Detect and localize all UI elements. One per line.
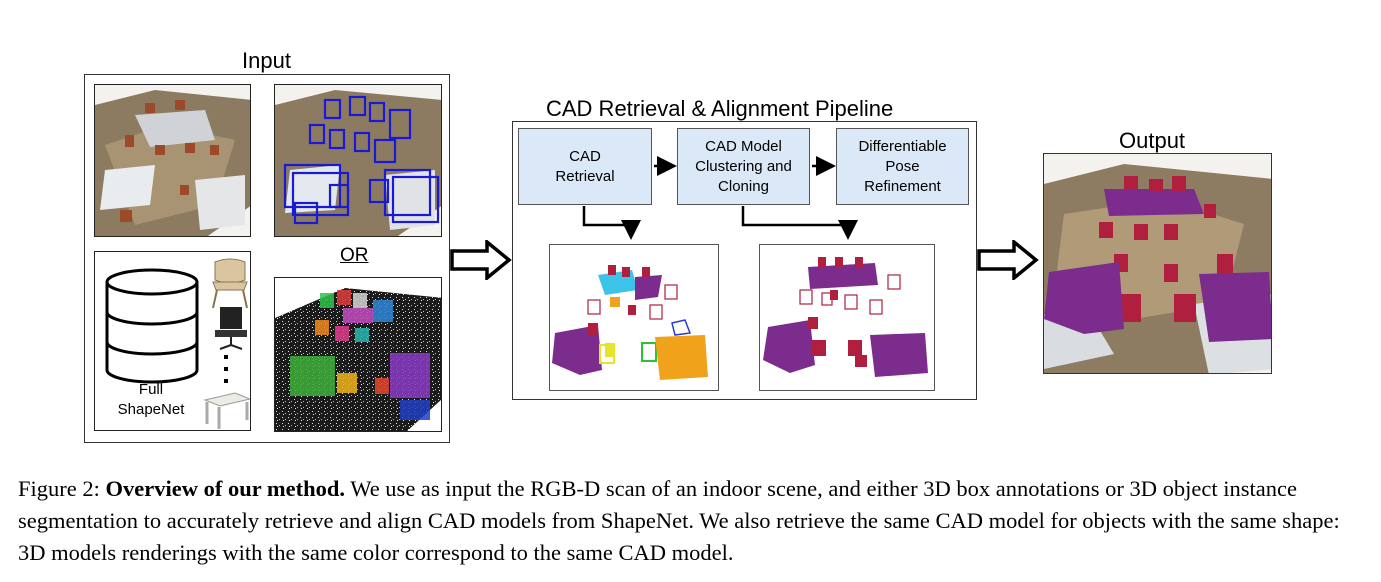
output-render-image (1043, 153, 1272, 374)
caption-bold-title: Overview of our method. (105, 476, 346, 501)
output-title: Output (1119, 128, 1186, 153)
bbox-annotation-image (274, 84, 442, 237)
input-title: Input (242, 48, 291, 73)
caption-text: We use as input the RGB-D scan of an ind… (18, 476, 1340, 565)
pipeline-title: CAD Retrieval & Alignment Pipeline (546, 96, 894, 121)
figure-caption: Figure 2: Overview of our method. We use… (18, 473, 1363, 569)
ellipsis-dots (224, 355, 228, 383)
or-label: OR (340, 245, 369, 266)
arrow-clustering-to-render (741, 206, 858, 240)
shapenet-database: Full ShapeNet (94, 251, 251, 431)
figure-label: Figure 2: (18, 476, 100, 501)
stage-pose-refinement: Differentiable Pose Refinement (836, 128, 969, 205)
stage-clustering-cloning: CAD Model Clustering and Cloning (677, 128, 810, 205)
pipeline-arrows (582, 156, 858, 240)
table-icon (203, 392, 250, 429)
instance-segmentation-image (274, 277, 442, 432)
chair-wood-icon (212, 258, 248, 309)
database-icon (105, 268, 199, 384)
arrow-pipeline-to-output (977, 240, 1039, 280)
arrow-retrieval-to-render (582, 206, 641, 240)
retrieval-render-image (549, 244, 719, 391)
shapenet-label: Full ShapeNet (117, 381, 185, 418)
chair-office-icon (215, 307, 247, 350)
arrow-input-to-pipeline (450, 240, 512, 280)
clustering-render-image (759, 244, 935, 391)
rgbd-scan-image (94, 84, 251, 237)
stage-cad-retrieval: CAD Retrieval (518, 128, 652, 205)
